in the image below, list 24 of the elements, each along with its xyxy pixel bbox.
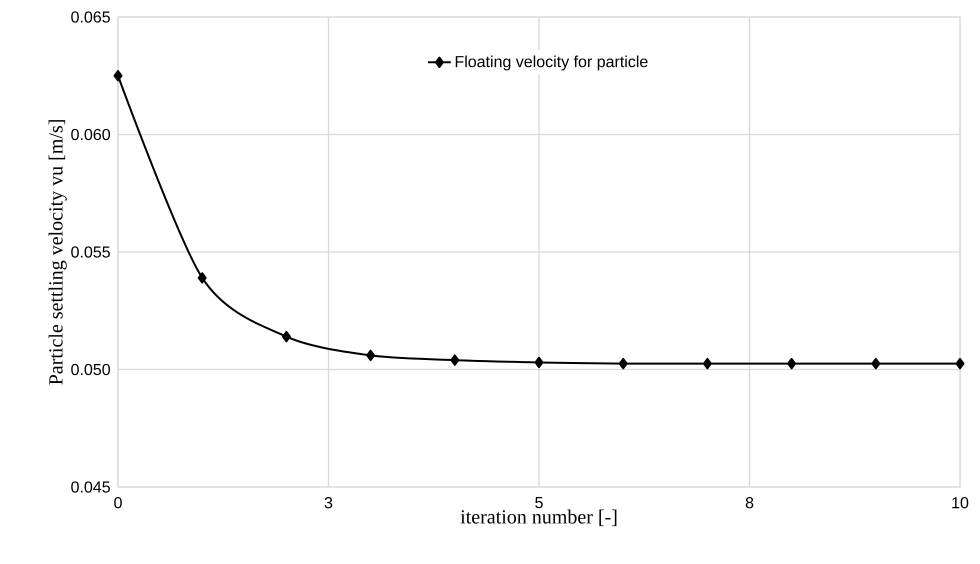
x-tick-label: 0 bbox=[114, 497, 122, 508]
legend-label: Floating velocity for particle bbox=[456, 56, 648, 70]
x-axis-title: iteration number [-] bbox=[460, 510, 616, 526]
y-axis-title: Particle settling velocity vu [m/s] bbox=[48, 120, 67, 385]
point bbox=[450, 354, 460, 366]
y-tick-label: 0.045 bbox=[71, 481, 110, 493]
x-tick-label: 3 bbox=[324, 497, 332, 508]
point bbox=[787, 358, 796, 370]
x-tick-label: 10 bbox=[952, 497, 968, 508]
point bbox=[114, 70, 123, 82]
y-tick-label: 0.060 bbox=[71, 128, 110, 140]
x-tick-label: 8 bbox=[746, 497, 754, 508]
point bbox=[618, 358, 628, 370]
y-tick-label: 0.055 bbox=[71, 246, 110, 258]
x-tick-label: 5 bbox=[535, 497, 543, 508]
y-tick-label: 0.065 bbox=[71, 11, 110, 23]
y-tick-label: 0.050 bbox=[71, 364, 110, 376]
point bbox=[956, 358, 965, 370]
point bbox=[282, 330, 291, 342]
point bbox=[198, 272, 207, 284]
point bbox=[702, 358, 712, 370]
point bbox=[871, 358, 880, 370]
point bbox=[534, 356, 544, 368]
point bbox=[366, 350, 376, 362]
